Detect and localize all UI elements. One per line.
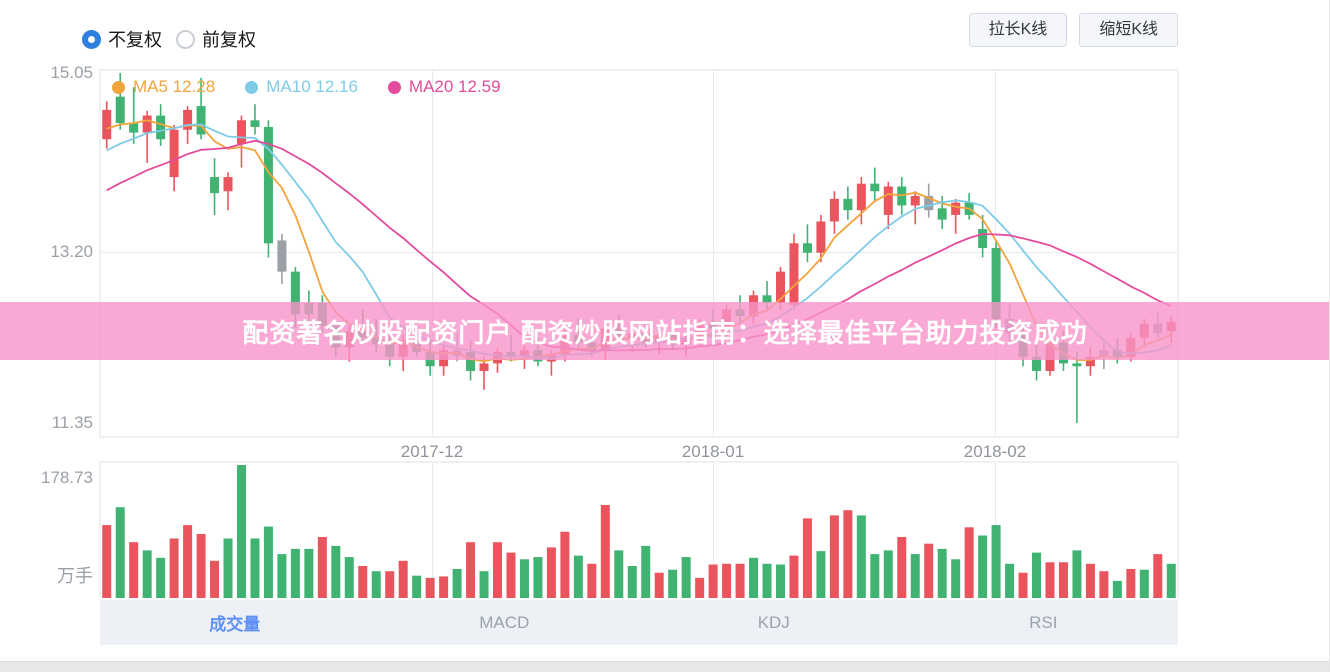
ma5-legend-label: MA5 12.28 — [133, 77, 216, 96]
volume-unit-label: 万手 — [57, 566, 93, 586]
lengthen-kline-button[interactable]: 拉长K线 — [968, 13, 1068, 47]
ma-legend: MA5 12.28 MA10 12.16 MA20 12.59 — [112, 77, 501, 97]
x-tick-2017-12: 2017-12 — [400, 442, 464, 461]
ma10-legend-label: MA10 12.16 — [266, 77, 358, 96]
tab-macd[interactable]: MACD — [479, 612, 530, 632]
shorten-kline-button[interactable]: 缩短K线 — [1079, 13, 1178, 47]
volume-tick-max: 178.73 — [41, 468, 93, 487]
price-tick-mid: 13.20 — [50, 242, 93, 261]
promo-banner[interactable]: 配资著名炒股配资门户 配资炒股网站指南：选择最佳平台助力投资成功 — [0, 302, 1329, 360]
ma20-legend-label: MA20 12.59 — [408, 77, 501, 96]
tab-rsi[interactable]: RSI — [1029, 612, 1058, 632]
adjust-radio-group: 不复权 前复权 — [82, 26, 256, 52]
controls-row: 不复权 前复权 拉长K线 缩短K线 — [0, 0, 1329, 56]
x-tick-2018-01: 2018-01 — [681, 442, 745, 461]
price-tick-max: 15.05 — [50, 63, 93, 82]
bottom-strip — [0, 661, 1329, 672]
ma20-dot-icon — [387, 80, 401, 94]
radio-no-adjust[interactable]: 不复权 — [82, 26, 162, 52]
x-tick-2018-02: 2018-02 — [963, 442, 1027, 461]
ma5-legend-item: MA5 12.28 — [112, 77, 215, 97]
tab-kdj[interactable]: KDJ — [757, 612, 790, 632]
radio-pre-adjust-label: 前复权 — [202, 30, 256, 50]
ma10-dot-icon — [245, 80, 259, 94]
ma5-dot-icon — [112, 80, 125, 94]
radio-pre-adjust[interactable]: 前复权 — [176, 26, 256, 52]
ma10-legend-item: MA10 12.16 — [245, 77, 358, 97]
radio-unchecked-icon[interactable] — [176, 29, 195, 49]
radio-checked-icon[interactable] — [82, 29, 101, 49]
promo-banner-text: 配资著名炒股配资门户 配资炒股网站指南：选择最佳平台助力投资成功 — [242, 317, 1088, 348]
indicator-tabbar: 成交量 MACD KDJ RSI — [100, 600, 1178, 645]
kline-scale-buttons: 拉长K线 缩短K线 — [968, 13, 1178, 47]
tab-volume[interactable]: 成交量 — [209, 615, 261, 634]
price-tick-min: 11.35 — [51, 413, 93, 432]
radio-no-adjust-label: 不复权 — [108, 30, 162, 50]
ma20-legend-item: MA20 12.59 — [387, 77, 501, 97]
